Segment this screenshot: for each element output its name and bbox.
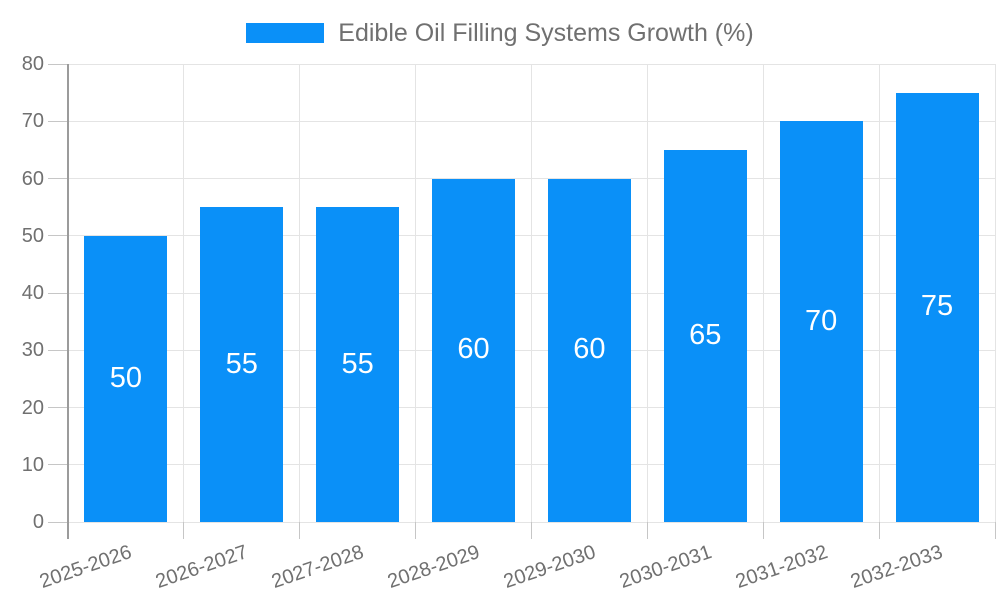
bar: [779, 121, 863, 522]
y-tick-mark: [48, 464, 68, 466]
bar-value-label: 65: [689, 318, 722, 351]
bar: [316, 207, 400, 522]
bar: [84, 235, 168, 522]
x-axis-tick-label: 2025-2026: [37, 541, 135, 593]
x-tick-mark: [531, 522, 532, 539]
bar-value-label: 60: [573, 333, 606, 366]
gridline-vertical: [994, 64, 996, 522]
y-axis-tick-label: 30: [21, 339, 44, 362]
y-axis-tick-label: 0: [32, 511, 44, 533]
x-tick-mark: [183, 522, 185, 539]
gridline-vertical: [299, 64, 301, 522]
y-tick-mark: [48, 521, 68, 523]
y-axis-tick-label: 10: [21, 453, 44, 476]
gridline-vertical: [878, 64, 880, 522]
gridline-vertical: [415, 64, 417, 522]
y-axis-tick-label: 20: [21, 396, 44, 419]
y-axis-line: [67, 64, 69, 539]
bar-value-label: 55: [341, 347, 374, 380]
bar: [663, 149, 747, 522]
y-tick-mark: [48, 120, 68, 122]
bar-value-label: 55: [225, 347, 258, 380]
bar: [200, 207, 284, 522]
y-axis-tick-label: 50: [21, 224, 44, 247]
x-axis-tick-label: 2031-2032: [732, 541, 831, 593]
bar-value-label: 70: [805, 304, 838, 337]
x-axis-tick-label: 2032-2033: [848, 541, 946, 593]
gridline-vertical: [183, 64, 185, 522]
legend-label: Edible Oil Filling Systems Growth (%): [338, 18, 754, 47]
bar: [432, 178, 516, 522]
bar-value-label: 50: [109, 361, 143, 394]
x-tick-mark: [878, 522, 880, 539]
x-axis-tick-label: 2030-2031: [616, 541, 715, 593]
bar: [547, 178, 631, 522]
bar-value-label: 60: [457, 333, 490, 366]
legend-swatch: [246, 23, 325, 43]
y-tick-mark: [48, 407, 68, 408]
y-tick-mark: [48, 235, 68, 237]
x-tick-mark: [994, 522, 996, 539]
y-tick-mark: [48, 178, 68, 179]
x-tick-mark: [646, 522, 648, 539]
x-axis-tick-label: 2028-2029: [384, 541, 483, 593]
bar: [895, 92, 979, 522]
y-axis-tick-label: 60: [21, 167, 44, 190]
gridline-vertical: [762, 64, 764, 522]
x-tick-mark: [299, 522, 301, 539]
bar-value-label: 75: [920, 290, 954, 323]
gridline-vertical: [531, 64, 532, 522]
x-tick-mark: [415, 522, 417, 539]
y-tick-mark: [48, 63, 68, 65]
x-tick-mark: [762, 522, 764, 539]
y-axis-tick-label: 40: [21, 282, 44, 304]
legend[interactable]: Edible Oil Filling Systems Growth (%): [0, 16, 1000, 50]
x-axis-tick-label: 2026-2027: [153, 541, 251, 593]
y-tick-mark: [48, 292, 68, 294]
x-axis-tick-label: 2029-2030: [500, 541, 599, 593]
gridline-vertical: [646, 64, 648, 522]
y-axis-tick-label: 70: [21, 110, 44, 133]
y-tick-mark: [48, 349, 68, 351]
y-axis-tick-label: 80: [21, 53, 44, 75]
x-axis-tick-label: 2027-2028: [268, 541, 367, 593]
